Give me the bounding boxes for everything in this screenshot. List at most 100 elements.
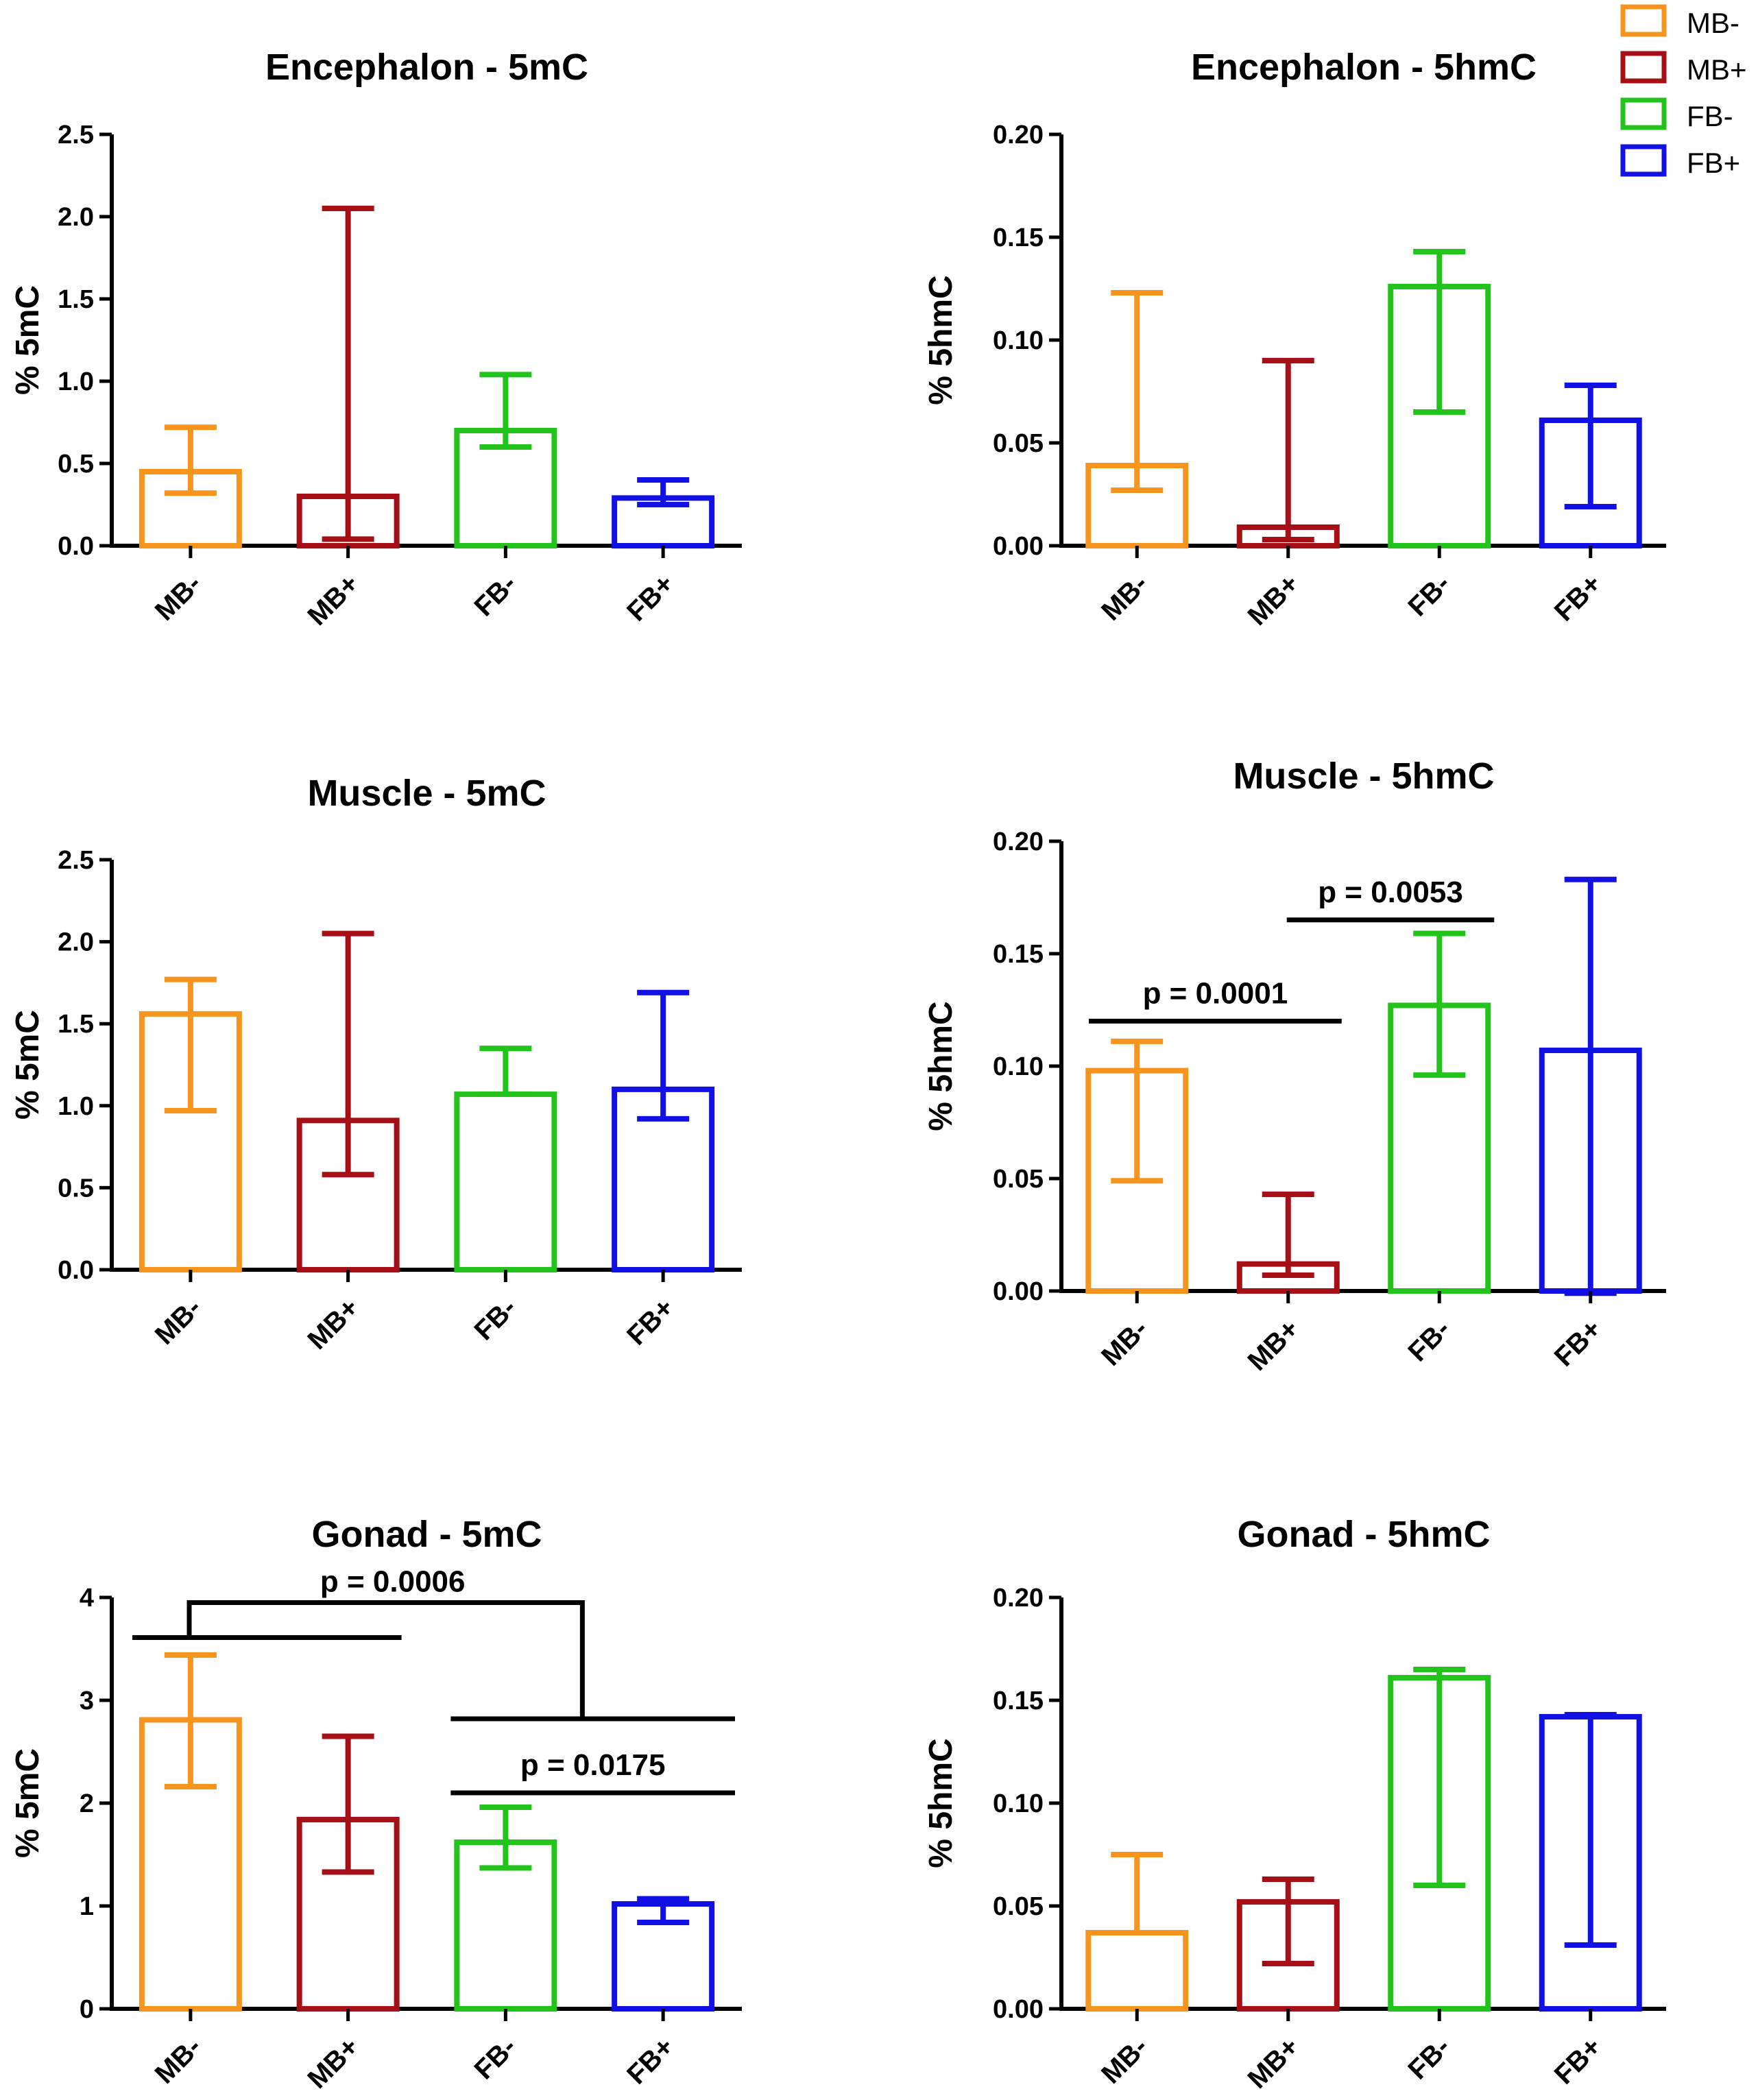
y-tick-label: 0.00 xyxy=(993,1277,1044,1306)
y-tick-label: 0.05 xyxy=(993,1892,1044,1921)
y-tick-label: 2 xyxy=(80,1789,94,1818)
bar-group-MB- xyxy=(139,424,242,548)
significance-annotation: p = 0.0001 xyxy=(1089,976,1342,1024)
bar-group-MB- xyxy=(1085,290,1189,548)
y-tick-label: 1.0 xyxy=(58,367,94,396)
bar-group-MB+ xyxy=(1236,358,1340,548)
y-tick-label: 0.5 xyxy=(58,450,94,479)
y-tick-label: 2.5 xyxy=(58,846,94,875)
significance-annotation: p = 0.0006 xyxy=(132,1565,735,1722)
x-tick-label: MB- xyxy=(149,2031,208,2090)
significance-label: p = 0.0001 xyxy=(1143,976,1288,1010)
y-tick-label: 0.0 xyxy=(58,532,94,561)
x-tick-label: FB- xyxy=(469,2031,522,2085)
y-axis-label: % 5hmC xyxy=(923,275,959,405)
y-tick-label: 0.0 xyxy=(58,1256,94,1285)
y-axis-label: % 5mC xyxy=(10,1748,46,1858)
bar xyxy=(454,1091,557,1273)
x-tick-label: FB+ xyxy=(621,1292,679,1351)
legend-swatch-MB- xyxy=(1620,4,1667,37)
bar-group-FB+ xyxy=(1539,383,1642,548)
y-tick-label: 2.0 xyxy=(58,928,94,957)
chart-title: Gonad - 5mC xyxy=(311,1514,542,1555)
x-tick-label: MB- xyxy=(149,1292,208,1351)
x-tick-label: FB+ xyxy=(621,568,679,627)
bar-group-FB+ xyxy=(1539,876,1642,1296)
x-tick-label: MB+ xyxy=(1242,2031,1305,2095)
x-tick-label: MB- xyxy=(1096,1314,1154,1372)
y-tick-label: 0.00 xyxy=(993,532,1044,561)
x-tick-label: FB+ xyxy=(1549,1314,1607,1372)
bar-group-FB- xyxy=(1388,930,1491,1294)
bar-group-FB+ xyxy=(612,1896,715,2012)
legend-swatch-FB+ xyxy=(1620,144,1667,177)
y-tick-label: 0.15 xyxy=(993,940,1044,969)
y-tick-label: 2.0 xyxy=(58,203,94,232)
x-tick-label: MB- xyxy=(149,568,208,627)
bar-group-MB+ xyxy=(296,930,400,1272)
significance-annotation: p = 0.0053 xyxy=(1286,876,1495,923)
legend-label: FB- xyxy=(1687,100,1733,132)
bar-group-FB+ xyxy=(612,477,715,549)
chart-title: Encephalon - 5mC xyxy=(265,47,588,88)
y-tick-label: 4 xyxy=(80,1584,94,1613)
y-tick-label: 0.20 xyxy=(993,828,1044,856)
x-tick-label: FB+ xyxy=(621,2031,679,2090)
x-tick-label: FB- xyxy=(469,1292,522,1346)
y-tick-label: 1.0 xyxy=(58,1092,94,1121)
legend-label: MB+ xyxy=(1687,53,1747,86)
x-tick-label: MB- xyxy=(1096,2031,1154,2090)
x-tick-label: MB- xyxy=(1096,568,1154,627)
y-tick-label: 0.10 xyxy=(993,326,1044,355)
bar xyxy=(1085,1930,1189,2012)
bar-group-MB- xyxy=(139,1652,242,2012)
y-axis-label: % 5mC xyxy=(10,285,46,395)
chart-panel-4: Muscle - 5hmC % 5hmC 0.00 0.05 0.10 0.15 0.20 M… xyxy=(923,756,1666,1377)
bar-group-MB- xyxy=(1085,1852,1189,2012)
chart-panel-6: Gonad - 5hmC % 5hmC 0.00 0.05 0.10 0.15 0.20 MB… xyxy=(923,1514,1666,2095)
y-tick-label: 0.20 xyxy=(993,1584,1044,1613)
y-tick-label: 1.5 xyxy=(58,1010,94,1039)
significance-label: p = 0.0006 xyxy=(320,1565,466,1599)
y-axis-label: % 5hmC xyxy=(923,1738,959,1868)
chart-panel-3: Muscle - 5mC % 5mC 0.0 0.5 1.0 1.5 2.0 2.5 MB- MB… xyxy=(10,773,742,1355)
bar-group-FB- xyxy=(454,372,557,548)
significance-bracket xyxy=(186,1600,585,1719)
y-tick-label: 0 xyxy=(80,1995,94,2024)
bar-group-FB- xyxy=(1388,1667,1491,2012)
y-tick-label: 0.20 xyxy=(993,121,1044,149)
x-tick-label: MB+ xyxy=(302,1292,365,1355)
legend: MB- MB+ FB- FB+ xyxy=(1620,4,1747,179)
bar-group-MB+ xyxy=(1236,1876,1340,2012)
x-tick-label: FB- xyxy=(1402,2031,1456,2085)
bar-group-FB+ xyxy=(1539,1712,1642,2012)
bar-group-FB- xyxy=(454,1046,557,1273)
y-tick-label: 0.5 xyxy=(58,1174,94,1203)
legend-swatch-FB- xyxy=(1620,97,1667,130)
y-tick-label: 0.15 xyxy=(993,1687,1044,1715)
y-tick-label: 0.00 xyxy=(993,1995,1044,2024)
x-tick-label: FB+ xyxy=(1549,568,1607,627)
legend-label: FB+ xyxy=(1687,147,1740,179)
bar-group-FB- xyxy=(1388,249,1491,548)
y-tick-label: 1 xyxy=(80,1892,94,1921)
x-tick-label: FB- xyxy=(1402,1314,1456,1367)
legend-label: MB- xyxy=(1687,7,1739,39)
bar-group-FB- xyxy=(454,1805,557,2012)
y-tick-label: 0.10 xyxy=(993,1789,1044,1818)
bar-group-MB+ xyxy=(296,206,400,548)
bar-group-MB- xyxy=(139,976,242,1273)
chart-panel-5: Gonad - 5mC % 5mC 0 1 2 3 4 MB- MB+ FB- FB+ p = 0.0… xyxy=(10,1514,742,2095)
y-tick-label: 0.05 xyxy=(993,1165,1044,1194)
bar-group-MB- xyxy=(1085,1038,1189,1294)
y-tick-label: 0.15 xyxy=(993,224,1044,252)
y-tick-label: 0.10 xyxy=(993,1052,1044,1081)
legend-swatch-MB+ xyxy=(1620,51,1667,84)
chart-panel-1: Encephalon - 5mC % 5mC 0.0 0.5 1.0 1.5 2.0 2.5 M… xyxy=(10,47,742,631)
y-tick-label: 0.05 xyxy=(993,429,1044,458)
y-tick-label: 2.5 xyxy=(58,121,94,149)
chart-title: Encephalon - 5hmC xyxy=(1191,47,1537,88)
chart-title: Muscle - 5hmC xyxy=(1233,756,1494,797)
x-tick-label: MB+ xyxy=(302,568,365,631)
